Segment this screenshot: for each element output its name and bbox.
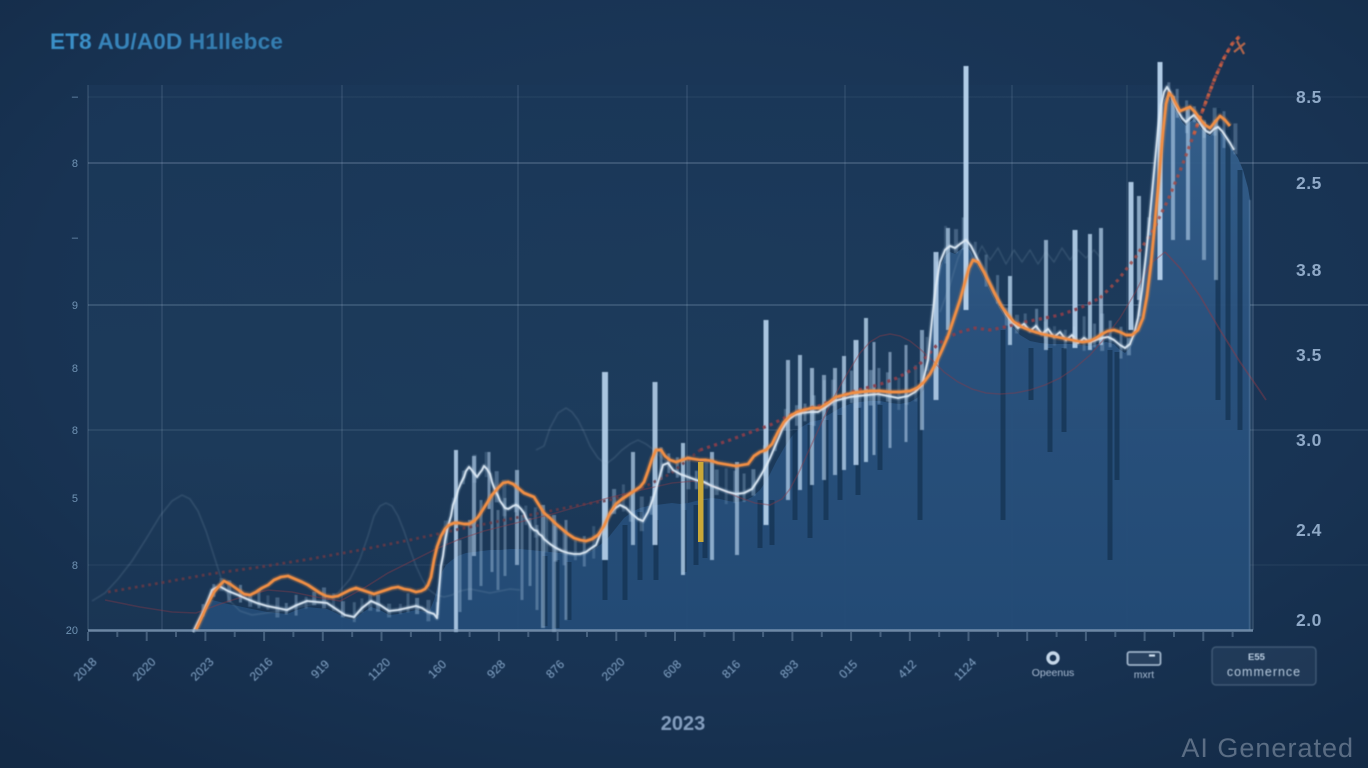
svg-text:–: – xyxy=(72,91,79,103)
svg-text:2.4: 2.4 xyxy=(1296,520,1322,540)
svg-text:–: – xyxy=(72,232,79,244)
svg-text:commernce: commernce xyxy=(1227,665,1301,679)
svg-text:AI Generated: AI Generated xyxy=(1181,733,1354,763)
svg-text:2.0: 2.0 xyxy=(1296,610,1322,630)
svg-text:8: 8 xyxy=(72,363,78,375)
svg-text:3.5: 3.5 xyxy=(1296,345,1322,365)
svg-text:2.5: 2.5 xyxy=(1296,173,1322,193)
svg-text:8.5: 8.5 xyxy=(1296,87,1322,107)
svg-text:3.0: 3.0 xyxy=(1296,430,1322,450)
svg-text:20: 20 xyxy=(66,625,78,637)
svg-text:5: 5 xyxy=(72,493,78,505)
svg-text:3.8: 3.8 xyxy=(1296,260,1322,280)
svg-text:9: 9 xyxy=(72,300,78,312)
svg-text:2023: 2023 xyxy=(661,713,706,735)
svg-text:8: 8 xyxy=(72,158,78,170)
svg-text:Opeenus: Opeenus xyxy=(1032,667,1075,679)
svg-text:E55: E55 xyxy=(1248,652,1266,663)
svg-text:ET8 AU/A0D H1llebce: ET8 AU/A0D H1llebce xyxy=(50,29,283,54)
svg-text:8: 8 xyxy=(72,425,78,437)
svg-text:mxrt: mxrt xyxy=(1134,669,1154,681)
svg-text:8: 8 xyxy=(72,560,78,572)
